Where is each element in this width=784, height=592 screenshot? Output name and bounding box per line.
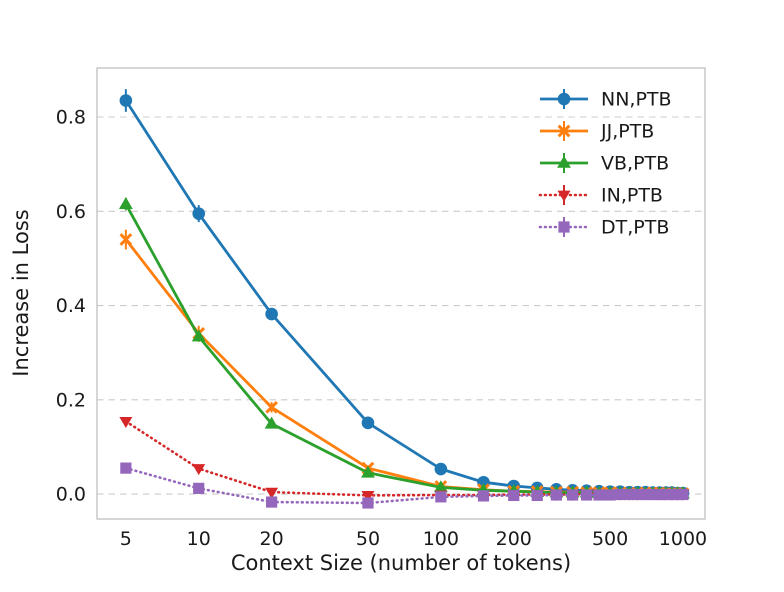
data-point-circle — [361, 416, 375, 430]
y-tick-label: 0.6 — [56, 201, 86, 223]
series-line-vb-ptb — [124, 203, 683, 495]
legend: NN,PTB JJ,PTB VB,PTB IN,PTB DT,PTB — [538, 89, 672, 239]
data-point-square — [639, 488, 652, 501]
data-point-triangle-down — [557, 190, 571, 202]
y-tick-label: 0.4 — [56, 295, 86, 317]
data-point-square — [632, 488, 644, 501]
data-point-square — [477, 490, 490, 502]
data-point-square — [614, 488, 626, 501]
data-point-triangle-down — [361, 491, 375, 503]
y-tick-label: 0.2 — [56, 389, 86, 411]
series-line-in-ptb — [124, 420, 685, 497]
data-point-square — [566, 489, 579, 501]
data-point-square — [660, 488, 672, 501]
data-point-triangle-down — [265, 487, 279, 499]
data-point-square — [558, 221, 570, 233]
data-point-square — [193, 482, 205, 494]
x-axis-label: Context Size (number of tokens) — [231, 551, 571, 575]
legend-label: DT,PTB — [601, 217, 669, 239]
data-point-circle — [557, 92, 571, 106]
x-tick-label: 50 — [356, 528, 380, 550]
x-tick-label: 1000 — [659, 528, 707, 550]
data-point-square — [531, 489, 543, 502]
series-line-nn-ptb — [124, 99, 683, 495]
x-tick-label: 20 — [260, 528, 284, 550]
legend-label: NN,PTB — [601, 89, 672, 111]
data-point-triangle-up — [118, 196, 133, 209]
x-tick-label: 200 — [496, 528, 532, 550]
data-point-square — [362, 497, 374, 509]
data-point-triangle-down — [119, 417, 133, 429]
tick-labels: 0.0 0.2 0.4 0.6 0.8 5 10 20 50 100 200 500 1000 — [56, 107, 707, 550]
data-point-square — [550, 489, 562, 501]
data-point-triangle-up — [191, 329, 206, 342]
series-layer — [118, 89, 690, 509]
data-point-square — [623, 488, 635, 501]
data-point-square — [653, 488, 666, 501]
y-tick-label: 0.0 — [56, 484, 86, 506]
data-point-circle — [192, 207, 206, 220]
data-point-square — [593, 489, 605, 501]
data-point-square — [666, 488, 678, 501]
data-point-square — [266, 496, 278, 508]
data-point-triangle-up — [361, 465, 375, 478]
data-point-square — [604, 489, 616, 501]
data-point-square — [435, 491, 447, 503]
data-point-triangle-up — [264, 416, 279, 429]
data-point-square — [120, 462, 132, 474]
legend-item-jj-ptb: JJ,PTB — [540, 121, 654, 143]
plot-frame — [96, 67, 706, 520]
data-point-square — [647, 488, 659, 501]
legend-item-in-ptb: IN,PTB — [538, 185, 663, 207]
data-point-x — [265, 400, 278, 414]
plot-border — [96, 67, 706, 520]
data-point-triangle-down — [192, 464, 206, 476]
y-axis-label: Increase in Loss — [9, 209, 33, 376]
legend-item-nn-ptb: NN,PTB — [540, 89, 672, 111]
data-point-square — [508, 489, 520, 502]
series-line-jj-ptb — [124, 238, 683, 495]
series-vb-ptb — [118, 196, 690, 499]
data-point-square — [677, 488, 689, 501]
data-point-circle — [434, 462, 448, 476]
y-tick-label: 0.8 — [56, 107, 86, 129]
legend-label: IN,PTB — [601, 185, 663, 207]
data-point-circle — [119, 94, 133, 107]
data-point-x — [119, 233, 133, 246]
legend-item-vb-ptb: VB,PTB — [540, 153, 669, 175]
series-jj-ptb — [119, 229, 690, 500]
data-point-square — [581, 489, 593, 501]
data-point-x — [557, 124, 571, 138]
x-tick-label: 10 — [187, 528, 211, 550]
legend-item-dt-ptb: DT,PTB — [538, 217, 669, 239]
legend-label: VB,PTB — [601, 153, 669, 175]
data-point-circle — [265, 307, 278, 321]
x-tick-label: 5 — [120, 528, 132, 550]
series-nn-ptb — [119, 89, 690, 500]
series-dt-ptb — [120, 462, 689, 509]
data-point-triangle-up — [557, 155, 571, 168]
data-point-triangle-up — [433, 480, 448, 493]
x-tick-label: 500 — [592, 528, 628, 550]
x-tick-label: 100 — [423, 528, 459, 550]
legend-label: JJ,PTB — [600, 121, 654, 143]
